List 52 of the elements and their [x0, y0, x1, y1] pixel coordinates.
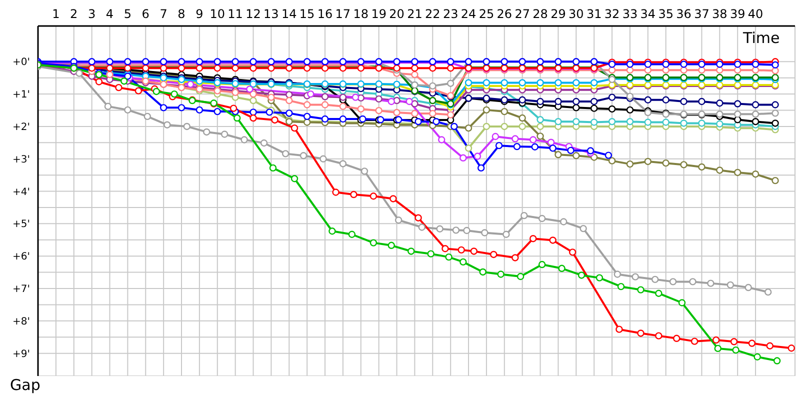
x-tick-label: 11	[228, 7, 243, 21]
x-tick-label: 38	[712, 7, 728, 21]
x-tick-label: 24	[460, 7, 476, 21]
x-tick-label: 2	[70, 7, 78, 21]
x-tick-label: 33	[622, 7, 638, 21]
y-tick-label: +2'	[12, 122, 30, 134]
x-tick-label: 27	[514, 7, 530, 21]
y-tick-label: +8'	[12, 316, 30, 328]
x-tick-label: 18	[353, 7, 369, 21]
x-tick-label: 23	[442, 7, 458, 21]
x-tick-label: 22	[425, 7, 440, 21]
x-tick-label: 15	[299, 7, 315, 21]
x-tick-label: 17	[335, 7, 351, 21]
y-tick-label: +4'	[12, 186, 30, 198]
x-tick-label: 19	[371, 7, 386, 21]
x-tick-label: 14	[281, 7, 297, 21]
x-tick-label: 28	[532, 7, 548, 21]
x-tick-label: 7	[160, 7, 168, 21]
x-tick-label: 12	[246, 7, 261, 21]
x-tick-label: 35	[658, 7, 674, 21]
x-tick-label: 36	[676, 7, 692, 21]
x-tick-label: 40	[748, 7, 764, 21]
x-tick-label: 31	[586, 7, 602, 21]
x-tick-label: 21	[407, 7, 422, 21]
x-tick-label: 13	[264, 7, 279, 21]
x-tick-label: 1	[52, 7, 60, 21]
y-tick-label: +7'	[12, 284, 30, 296]
y-tick-label: +0'	[12, 57, 30, 68]
x-tick-label: 9	[196, 7, 204, 21]
x-tick-label: 30	[568, 7, 584, 21]
x-tick-label: 5	[124, 7, 132, 21]
x-tick-label: 37	[694, 7, 710, 21]
x-tick-label: 6	[142, 7, 150, 21]
y-tick-label: +9'	[12, 348, 30, 360]
x-tick-label: 8	[178, 7, 186, 21]
x-tick-label: 3	[88, 7, 96, 21]
x-tick-label: 25	[478, 7, 494, 21]
y-tick-label: +1'	[12, 90, 30, 101]
x-tick-label: 32	[604, 7, 620, 21]
x-axis-title: Time	[743, 29, 780, 47]
y-tick-label: +5'	[12, 219, 30, 230]
x-tick-label: 20	[389, 7, 404, 21]
y-axis-title: Gap	[10, 376, 40, 394]
y-tick-label: +6'	[12, 252, 30, 263]
x-tick-label: 10	[210, 7, 226, 21]
x-tick-label: 29	[550, 7, 566, 21]
x-tick-label: 16	[317, 7, 333, 21]
x-tick-label: 34	[640, 7, 656, 21]
x-tick-label: 26	[496, 7, 512, 21]
y-tick-label: +3'	[12, 154, 30, 166]
x-tick-label: 39	[730, 7, 746, 21]
x-tick-label: 4	[106, 7, 114, 21]
